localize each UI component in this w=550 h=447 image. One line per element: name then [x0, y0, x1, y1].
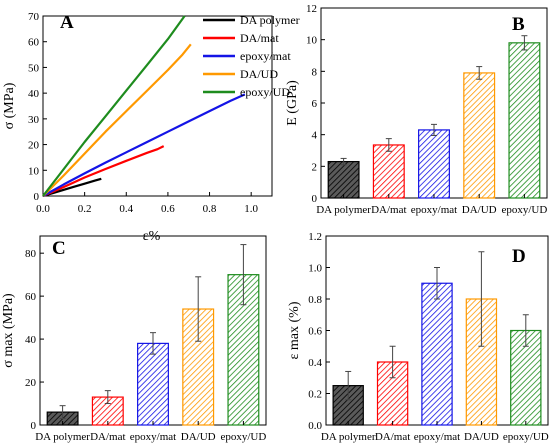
category-label: DA/mat: [375, 431, 410, 443]
bar-epoxy-ud: [508, 42, 541, 199]
category-label: DA/UD: [462, 204, 497, 216]
y-tick-label: 0.4: [308, 357, 322, 369]
y-tick-label: 2: [312, 161, 318, 173]
bar-da-polymer: [327, 160, 360, 199]
y-axis-label: ε max (%): [287, 301, 302, 359]
category-label: epoxy/mat: [414, 431, 460, 443]
x-tick-label: 1.0: [244, 203, 258, 215]
x-tick-label: 0.4: [119, 203, 133, 215]
category-label: epoxy/mat: [130, 431, 176, 443]
y-axis-label: E (GPa): [285, 80, 300, 126]
y-tick-label: 8: [312, 66, 318, 78]
category-label: DA polymer: [316, 204, 371, 216]
series-line-da-ud: [42, 43, 192, 197]
category-label: DA polymer: [321, 431, 376, 443]
bar-da-mat: [372, 144, 405, 199]
y-tick-label: 0.8: [308, 294, 322, 306]
y-tick-label: 60: [25, 291, 37, 303]
category-label: DA/UD: [181, 431, 216, 443]
y-tick-label: 4: [312, 130, 318, 142]
y-tick-label: 30: [28, 114, 40, 126]
legend-label: DA/UD: [240, 67, 278, 81]
panel-label: A: [60, 12, 74, 33]
category-label: DA/mat: [90, 431, 125, 443]
y-tick-label: 0: [312, 193, 318, 205]
x-tick-label: 0.0: [36, 203, 50, 215]
y-tick-label: 10: [28, 165, 40, 177]
y-tick-label: 0.6: [308, 326, 322, 338]
y-tick-label: 1.0: [308, 263, 322, 275]
x-tick-label: 0.6: [161, 203, 175, 215]
category-label: epoxy/UD: [220, 431, 266, 443]
y-tick-label: 0.0: [308, 420, 322, 432]
y-tick-label: 0: [31, 420, 37, 432]
y-tick-label: 20: [28, 140, 40, 152]
x-tick-label: 0.2: [78, 203, 92, 215]
series-line-epoxy-mat: [42, 93, 246, 197]
y-tick-label: 12: [306, 3, 317, 15]
y-tick-label: 80: [25, 248, 37, 260]
legend-label: DA/mat: [240, 31, 279, 45]
y-tick-label: 60: [28, 37, 40, 49]
y-tick-label: 40: [25, 334, 37, 346]
category-label: DA polymer: [35, 431, 90, 443]
y-axis-label: σ max (MPa): [1, 293, 16, 368]
chart-panel-D: Dε max (%) 0.0 0.2 0.4 0.6 0.8 1.0 1.2 DA polyme…: [287, 231, 549, 443]
category-label: epoxy/UD: [501, 204, 547, 216]
category-label: epoxy/mat: [411, 204, 457, 216]
y-tick-label: 70: [28, 11, 40, 23]
y-tick-label: 0: [34, 191, 40, 203]
series-line-da-mat: [42, 145, 165, 198]
chart-panel-A: Aσ (MPa) 0 10 20 30 40 50 60 70 0.0 0.2 0.4 0.6 0.8 1.…: [2, 11, 300, 244]
y-tick-label: 20: [25, 377, 37, 389]
y-tick-label: 6: [312, 98, 318, 110]
bar-epoxy-mat: [421, 282, 453, 426]
panel-label: D: [512, 246, 526, 267]
bar-epoxy-mat: [418, 129, 450, 199]
y-tick-label: 40: [28, 88, 40, 100]
bar-epoxy-mat: [137, 342, 169, 426]
plot-frame: [42, 15, 273, 197]
category-label: epoxy/UD: [503, 431, 549, 443]
series-line-da-polymer: [42, 177, 102, 198]
chart-panel-C: Cσ max (MPa) 0 20 40 60 80 DA polymer DA/mat epo…: [1, 235, 267, 443]
y-tick-label: 10: [306, 35, 318, 47]
y-tick-label: 1.2: [308, 231, 322, 243]
legend-label: DA polymer: [240, 13, 300, 27]
x-tick-label: 0.8: [203, 203, 217, 215]
y-axis-label: σ (MPa): [2, 82, 17, 129]
chart-panel-B: B E (GPa) 0 2 4 6 8 10 12 DA polymer DA/mat epoxy/m…: [285, 3, 548, 216]
panel-label: B: [512, 14, 525, 35]
panel-label: C: [52, 238, 66, 259]
bar-da-ud: [463, 72, 496, 199]
y-tick-label: 0.2: [308, 389, 322, 401]
category-label: DA/mat: [371, 204, 406, 216]
category-label: DA/UD: [464, 431, 499, 443]
series-line-epoxy-ud: [42, 15, 186, 197]
y-tick-label: 50: [28, 62, 40, 74]
legend-label: epoxy/UD: [240, 85, 290, 99]
legend-label: epoxy/mat: [240, 49, 291, 63]
